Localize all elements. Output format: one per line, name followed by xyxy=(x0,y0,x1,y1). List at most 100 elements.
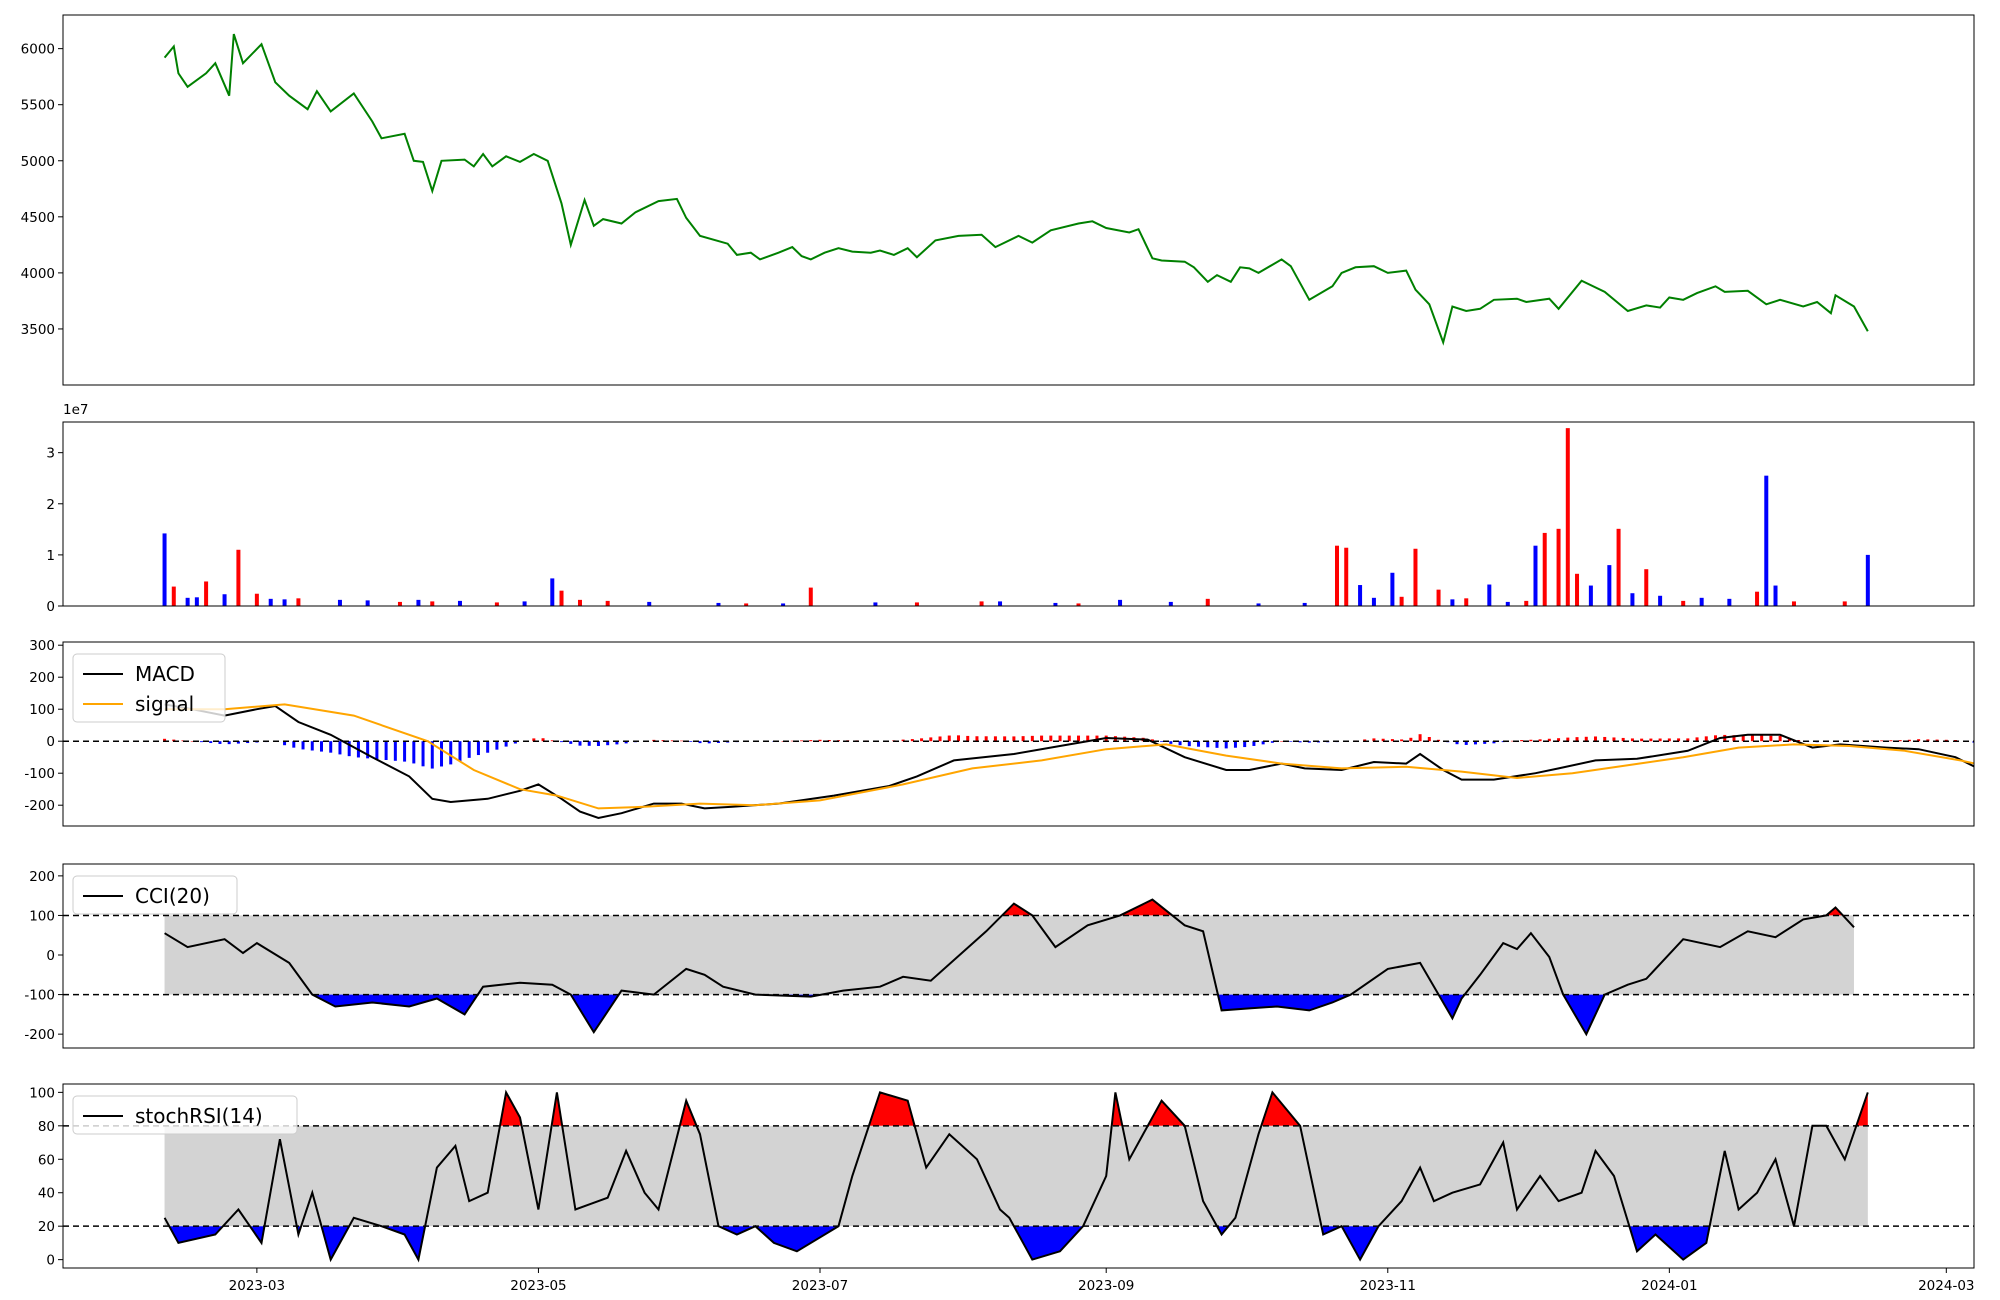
macd-histogram-bar xyxy=(578,741,582,746)
volume-bar-up xyxy=(1399,596,1404,606)
volume-bar-up xyxy=(914,602,919,606)
macd-histogram-bar xyxy=(1021,736,1025,742)
volume-bar-up xyxy=(1205,598,1210,606)
macd-histogram-bar xyxy=(1566,737,1570,742)
macd-histogram-bar xyxy=(1243,741,1247,748)
macd-histogram-bar xyxy=(1040,735,1044,742)
macd-histogram-bar xyxy=(587,741,591,746)
macd-ytick-label: -100 xyxy=(24,766,55,782)
macd-histogram-bar xyxy=(550,740,554,742)
macd-histogram-bar xyxy=(1409,737,1413,742)
macd-histogram-bar xyxy=(1224,741,1228,749)
volume-ytick-label: 3 xyxy=(46,446,55,462)
macd-histogram-bar xyxy=(624,741,628,744)
macd-histogram-bar xyxy=(670,740,674,742)
macd-histogram-bar xyxy=(1898,740,1902,742)
volume-bar-down xyxy=(1168,601,1173,606)
volume-bar-up xyxy=(1791,601,1796,606)
volume-ytick-label: 0 xyxy=(46,599,55,615)
macd-histogram-bar xyxy=(1603,736,1607,742)
volume-bar-up xyxy=(808,587,813,606)
volume-bar-up xyxy=(1644,569,1649,606)
macd-histogram-bar xyxy=(1381,738,1385,742)
volume-bar-down xyxy=(1773,585,1778,606)
macd-histogram-bar xyxy=(1307,741,1311,743)
macd-histogram-bar xyxy=(476,741,480,756)
macd-histogram-bar xyxy=(1880,740,1884,742)
macd-histogram-bar xyxy=(1889,740,1893,742)
volume-bar-down xyxy=(185,597,190,606)
x-tick-label: 2023-11 xyxy=(1360,1278,1416,1294)
volume-bar-up xyxy=(236,549,241,606)
stochrsi-overbought-fill xyxy=(1261,1092,1301,1126)
volume-bar-down xyxy=(1764,475,1769,606)
volume-bar-up xyxy=(1076,603,1081,606)
macd-histogram-bar xyxy=(310,741,314,751)
macd-histogram-bar xyxy=(384,741,388,760)
macd-histogram-bar xyxy=(236,741,240,744)
macd-histogram-bar xyxy=(818,739,822,742)
macd-histogram-bar xyxy=(993,736,997,742)
volume-bar-up xyxy=(397,601,402,606)
macd-histogram-bar xyxy=(1206,741,1210,748)
macd-histogram-bar xyxy=(1178,741,1182,746)
macd-histogram-bar xyxy=(292,741,296,748)
volume-bar-up xyxy=(577,599,582,606)
macd-histogram-bar xyxy=(1086,735,1090,742)
stochrsi-line xyxy=(163,1089,1869,1263)
stochrsi-legend-box xyxy=(72,1095,298,1135)
macd-histogram-bar xyxy=(1003,736,1007,742)
volume-bar-up xyxy=(494,602,499,606)
macd-histogram-bar xyxy=(1150,739,1154,742)
macd-histogram-bar xyxy=(1197,741,1201,747)
macd-histogram-bar xyxy=(1289,741,1293,742)
volume-bar-down xyxy=(998,601,1003,606)
macd-histogram-bar xyxy=(1520,740,1524,742)
macd-histogram-bar xyxy=(947,735,951,742)
macd-histogram-bar xyxy=(1778,736,1782,742)
macd-histogram-bar xyxy=(1187,741,1191,747)
volume-bar-down xyxy=(550,578,555,606)
macd-histogram-bar xyxy=(1067,735,1071,742)
macd-histogram-bar xyxy=(329,741,333,753)
macd-histogram-bar xyxy=(1575,737,1579,742)
macd-panel: MACD signal -200 -100 0 100 200 300 xyxy=(24,638,1985,827)
volume-bar-down xyxy=(1371,597,1376,606)
macd-histogram-bar xyxy=(975,736,979,742)
stochrsi-oversold-fill xyxy=(718,1226,756,1235)
macd-signal-line xyxy=(164,703,1974,810)
volume-bar-down xyxy=(522,601,527,606)
macd-legend-label: signal xyxy=(135,692,194,716)
macd-histogram-bar xyxy=(1529,739,1533,742)
volume-bar-down xyxy=(1450,599,1455,606)
volume-bar-down xyxy=(1727,598,1732,606)
macd-macd-line xyxy=(164,703,1974,820)
macd-histogram-bar xyxy=(1427,737,1431,742)
macd-histogram-bar xyxy=(1049,735,1053,742)
macd-histogram-bar xyxy=(1935,739,1939,742)
macd-histogram-bar xyxy=(319,741,323,752)
macd-histogram-bar xyxy=(1621,737,1625,742)
x-tick-label: 2024-01 xyxy=(1641,1278,1697,1294)
macd-histogram-bar xyxy=(1030,735,1034,742)
macd-histogram-bar xyxy=(1649,738,1653,742)
macd-histogram-bar xyxy=(910,739,914,742)
macd-histogram-bar xyxy=(1058,735,1062,742)
macd-ytick-label: -200 xyxy=(24,798,55,814)
stochrsi-ytick-label: 100 xyxy=(29,1085,55,1101)
macd-histogram-bar xyxy=(1982,741,1985,744)
macd-histogram-bar xyxy=(246,741,250,744)
macd-histogram-bar xyxy=(966,735,970,742)
macd-histogram-bar xyxy=(615,741,619,745)
volume-bar-down xyxy=(1302,602,1307,606)
macd-histogram-bar xyxy=(790,740,794,742)
macd-histogram-bar xyxy=(1252,741,1256,746)
macd-histogram-bar xyxy=(375,741,379,760)
macd-histogram-bar xyxy=(1630,738,1634,742)
macd-legend-label: MACD xyxy=(135,662,195,686)
volume-bar-down xyxy=(1390,572,1395,606)
stochrsi-oversold-fill xyxy=(1013,1226,1084,1260)
volume-bar-up xyxy=(1335,545,1339,606)
volume-bar-down xyxy=(1256,603,1261,606)
volume-bar-up xyxy=(430,601,435,606)
